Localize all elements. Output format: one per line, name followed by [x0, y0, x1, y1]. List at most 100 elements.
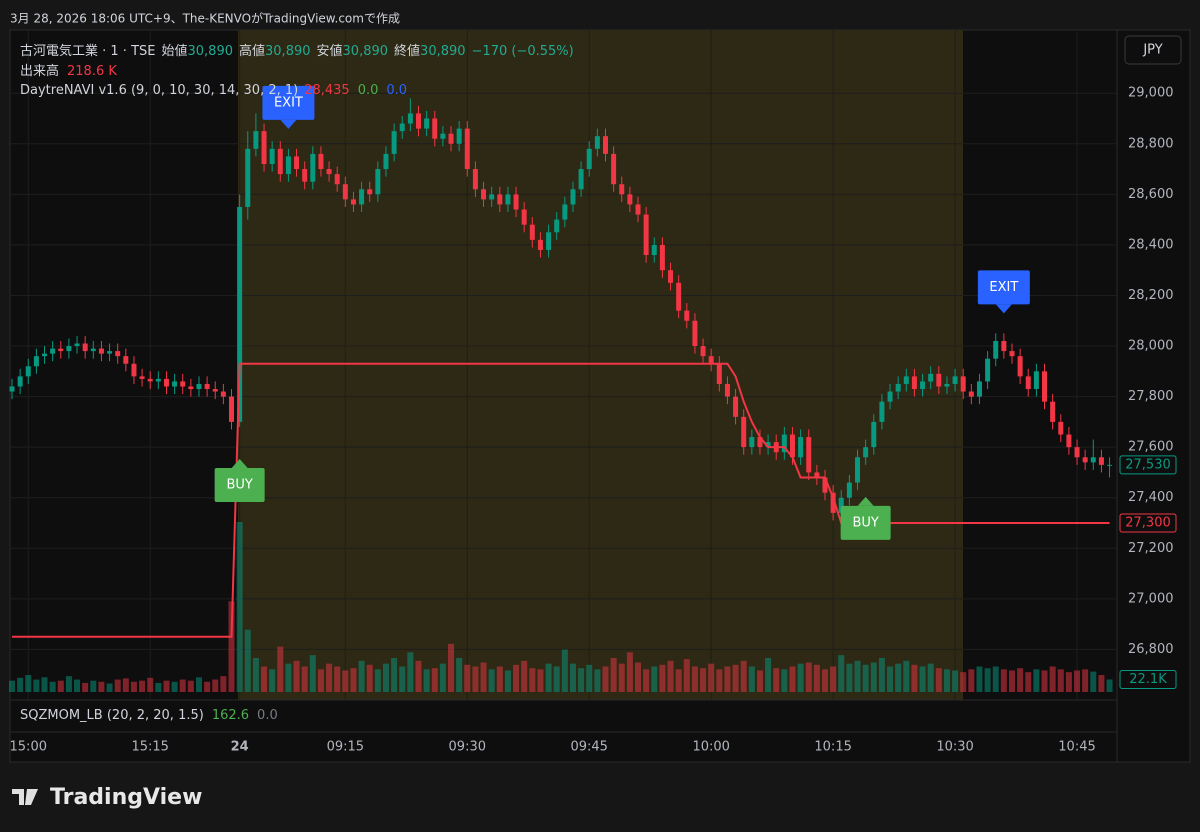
x-tick-label: 09:45 [570, 740, 607, 755]
volume-bar [992, 666, 999, 692]
volume-bar [488, 669, 495, 692]
signal-label: EXIT [274, 95, 303, 110]
candle-body [749, 437, 755, 448]
volume-bar [919, 666, 926, 692]
candle-body [172, 381, 178, 387]
candle-body [554, 219, 560, 233]
candle-body [724, 383, 730, 397]
currency[interactable]: JPY [1142, 43, 1162, 58]
price-label-box [1119, 455, 1177, 475]
volume-bar [1090, 671, 1097, 692]
volume-bar [659, 664, 666, 692]
candle-body [253, 131, 259, 149]
candle-body [139, 376, 145, 379]
volume-bar [464, 664, 471, 692]
candle-body [676, 282, 682, 311]
signal-box [840, 505, 891, 540]
volume-bar [895, 663, 902, 692]
volume-bar [1049, 666, 1056, 692]
candle-body [155, 378, 161, 382]
indicator-legend: DaytreNAVI v1.6 (9, 0, 10, 30, 14, 30, 2… [20, 83, 407, 98]
candle-body [432, 118, 438, 139]
candle-body [920, 381, 926, 390]
candle-body [342, 184, 348, 200]
volume-bar [626, 652, 633, 692]
volume-bar [317, 669, 324, 692]
y-tick-label: 28,600 [1128, 187, 1174, 202]
volume-bar [1033, 669, 1040, 692]
signal-arrow [995, 304, 1012, 314]
x-tick-label: 24 [231, 740, 249, 755]
volume-bar [586, 664, 593, 692]
y-tick-label: 28,800 [1128, 136, 1174, 151]
y-tick-label: 26,800 [1128, 642, 1174, 657]
volume-bar [147, 677, 154, 692]
volume-bar [952, 670, 959, 692]
ohlc-name: 終値 [394, 43, 420, 59]
volume-bar [480, 662, 487, 692]
volume-bar [139, 680, 146, 692]
indicator-value: 0.0 [358, 83, 379, 98]
volume-bar [781, 669, 788, 692]
candle-body [879, 401, 885, 422]
candle-body [391, 131, 397, 154]
candle-body [440, 133, 446, 139]
volume-bar [448, 643, 455, 692]
x-tick-label: 09:30 [449, 740, 486, 755]
candle-body [659, 244, 665, 271]
candle-body [220, 391, 226, 397]
volume-bar [968, 669, 975, 692]
candle-body [529, 224, 535, 240]
volume-bar [220, 676, 227, 692]
candle-body [407, 113, 413, 124]
candle-body [968, 391, 974, 397]
candle-body [789, 434, 795, 458]
candle-body [911, 376, 917, 390]
volume-bar [748, 666, 755, 692]
ohlc-value: 30,890 [265, 44, 311, 59]
volume-bar [293, 660, 300, 692]
candle-body [993, 340, 999, 359]
legend: 古河電気工業 · 1 · TSE 始値30,890 高値30,890 安値30,890… [20, 43, 574, 98]
volume-bar [228, 601, 235, 692]
volume-bar [846, 663, 853, 692]
legend-line: 古河電気工業 · 1 · TSE 始値30,890 高値30,890 安値30,890… [20, 43, 574, 59]
candle-body [229, 396, 235, 422]
volume-bar [98, 681, 105, 692]
volume-bar [830, 666, 837, 692]
candle-body [107, 351, 113, 354]
volume-label-box [1119, 669, 1177, 689]
signal-label: BUY [852, 515, 878, 530]
candle-body [147, 378, 153, 382]
volume-bar [496, 666, 503, 692]
candle-body [570, 189, 576, 205]
signal-arrow [280, 119, 297, 129]
currency-button[interactable] [1124, 35, 1182, 65]
volume-bar [285, 663, 292, 692]
volume-bar [407, 652, 414, 692]
volume-bar [456, 658, 463, 692]
volume-bar [976, 666, 983, 692]
candle-body [1001, 340, 1007, 352]
volume-legend: 出来高 218.6 K [20, 63, 117, 79]
volume-bar [236, 522, 243, 692]
volume-bar [911, 664, 918, 692]
candle-body [367, 189, 373, 195]
candle-body [1025, 376, 1031, 390]
lower-pane-name: SQZMOM_LB (20, 2, 20, 1.5) [20, 708, 204, 723]
candle-body [887, 391, 893, 402]
volume-name: 出来高 [20, 63, 59, 79]
volume-bar [49, 681, 56, 692]
volume-label: 22.1K [1129, 672, 1167, 687]
candle-body [90, 348, 96, 352]
volume-bar [374, 669, 381, 692]
volume-bar [342, 670, 349, 692]
candle-body [180, 381, 186, 387]
candle-body [619, 184, 625, 195]
candle-body [310, 153, 316, 182]
volume-bar [334, 666, 341, 692]
ohlc-value: 30,890 [188, 44, 234, 59]
volume-bar [773, 668, 780, 692]
candle-body [261, 131, 267, 164]
volume-bar [553, 666, 560, 692]
